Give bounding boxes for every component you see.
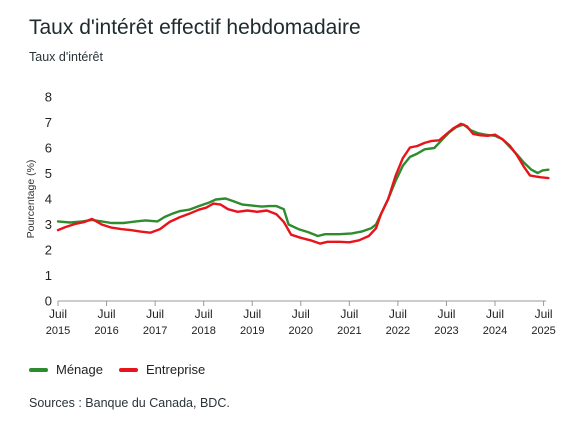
y-tick-label: 4 [45,192,52,207]
x-tick-label-month: Juil [292,307,310,321]
x-tick-label-month: Juil [535,307,553,321]
y-tick-label: 6 [45,141,52,156]
x-tick-label-year: 2017 [143,325,167,337]
x-tick-label-year: 2020 [289,325,313,337]
x-tick-label-year: 2021 [337,325,361,337]
chart-title: Taux d'intérêt effectif hebdomadaire [29,16,361,39]
source-note: Sources : Banque du Canada, BDC. [29,396,230,410]
x-tick-label-month: Juil [486,307,504,321]
x-tick-label-month: Juil [49,307,67,321]
x-tick-label-month: Juil [243,307,261,321]
y-tick-label: 7 [45,115,52,130]
legend-item-entreprise: Entreprise [119,362,205,377]
y-tick-label: 1 [45,268,52,283]
x-tick-label-month: Juil [146,307,164,321]
x-tick-label-year: 2016 [94,325,118,337]
legend-label-menage: Ménage [56,362,103,377]
line-chart: Pourcentage (%) 0 1 2 3 4 5 6 7 8 Juil 2015 Juil 20… [25,90,556,338]
x-tick-label-month: Juil [195,307,213,321]
y-tick-label: 8 [45,90,52,105]
legend-label-entreprise: Entreprise [146,362,206,377]
y-tick-label: 5 [45,166,52,181]
x-tick-label-year: 2023 [434,325,458,337]
x-tick-label-year: 2018 [191,325,215,337]
x-tick-label-year: 2019 [240,325,264,337]
legend-item-menage: Ménage [29,362,103,377]
x-tick-label-month: Juil [340,307,358,321]
x-tick-label-month: Juil [389,307,407,321]
x-tick-label-year: 2025 [531,325,555,337]
legend-swatch-menage [29,367,48,372]
x-tick-label-year: 2024 [483,325,507,337]
series-line-menage [56,123,550,238]
legend-swatch-entreprise [119,367,138,372]
chart-subtitle: Taux d'intérêt [29,50,103,64]
x-tick-label-year: 2022 [386,325,410,337]
y-tick-label: 2 [45,243,52,258]
x-tick-label-month: Juil [437,307,455,321]
y-tick-label: 0 [45,294,52,309]
x-tick-label-month: Juil [98,307,116,321]
x-tick-label-year: 2015 [46,325,70,337]
y-axis-label: Pourcentage (%) [25,160,37,239]
series-line-entreprise [56,122,550,245]
y-tick-label: 3 [45,217,52,232]
